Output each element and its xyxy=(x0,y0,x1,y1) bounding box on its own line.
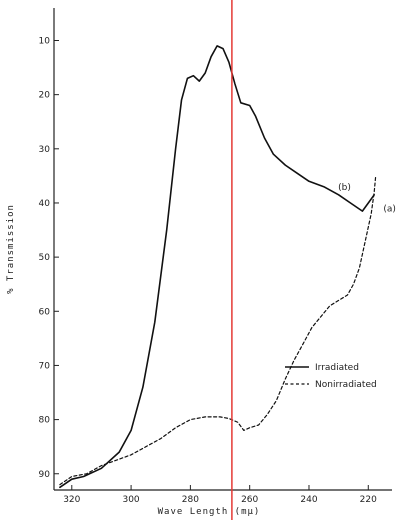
annotation-a: (a) xyxy=(383,204,396,214)
x-axis-title: Wave Length (mμ) xyxy=(158,507,261,517)
y-tick-label: 70 xyxy=(39,361,51,371)
chart-labels: 10 20 30 40 50 60 70 80 90 320 300 280 260 240 220 Wave… xyxy=(6,36,396,517)
y-tick-label: 30 xyxy=(39,145,51,155)
x-tick-label: 260 xyxy=(241,495,258,505)
x-tick-label: 280 xyxy=(182,495,199,505)
annotation-b: (b) xyxy=(338,183,351,193)
x-tick-label: 240 xyxy=(300,495,317,505)
y-tick-label: 40 xyxy=(39,199,51,209)
legend-label-irradiated: Irradiated xyxy=(315,363,359,373)
x-tick-label: 300 xyxy=(122,495,139,505)
chart-series xyxy=(59,0,377,520)
y-tick-label: 90 xyxy=(39,470,51,480)
legend-label-nonirradiated: Nonirradiated xyxy=(315,380,377,390)
series-line-irradiated xyxy=(59,45,375,489)
y-tick-label: 20 xyxy=(39,91,51,101)
y-tick-label: 60 xyxy=(39,307,51,317)
chart-legend: Irradiated Nonirradiated xyxy=(285,363,377,390)
y-tick-label: 10 xyxy=(39,36,51,46)
x-tick-label: 220 xyxy=(360,495,377,505)
x-tick-label: 320 xyxy=(63,495,80,505)
chart-axes xyxy=(53,8,392,491)
y-tick-label: 80 xyxy=(39,416,51,426)
y-tick-label: 50 xyxy=(39,253,51,263)
series-line-nonirradiated xyxy=(59,175,377,486)
y-axis-title: % Transmission xyxy=(6,204,16,294)
